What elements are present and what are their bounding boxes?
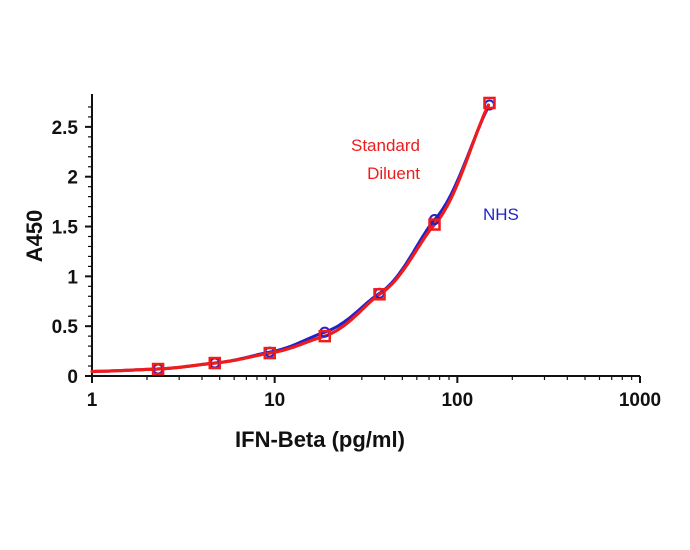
point-standard-diluent (373, 288, 386, 301)
y-tick-label: 2.5 (52, 118, 79, 139)
annotation-nhs: NHS (483, 205, 519, 224)
annotation-standard: Standard (351, 136, 420, 155)
y-tick-label: 0.5 (52, 317, 79, 338)
fit-curve-standard-diluent (90, 103, 490, 374)
y-tick-label: 0 (67, 367, 78, 388)
y-tick-label: 1 (67, 267, 78, 288)
y-tick-label: 2 (67, 168, 78, 189)
x-tick-label: 10 (264, 390, 285, 411)
point-standard-diluent (208, 356, 222, 370)
y-axis-title: A450 (22, 210, 47, 263)
fit-curves (90, 103, 490, 374)
point-standard-diluent (263, 346, 277, 360)
annotation-diluent: Diluent (367, 164, 420, 183)
point-standard-diluent (318, 329, 331, 343)
x-axis-title: IFN-Beta (pg/ml) (235, 427, 405, 452)
x-tick-label: 100 (441, 390, 473, 411)
point-standard-diluent (483, 96, 496, 110)
data-markers (151, 96, 496, 376)
x-tick-label: 1000 (619, 390, 661, 411)
fit-curve-nhs (90, 105, 490, 373)
axes: 0 0.5 1 1.5 2 2.5 1 10 100 1000 (52, 94, 661, 411)
y-tick-label: 1.5 (52, 218, 79, 239)
point-standard-diluent (151, 362, 165, 376)
point-standard-diluent (428, 218, 441, 231)
x-tick-label: 1 (87, 390, 98, 411)
